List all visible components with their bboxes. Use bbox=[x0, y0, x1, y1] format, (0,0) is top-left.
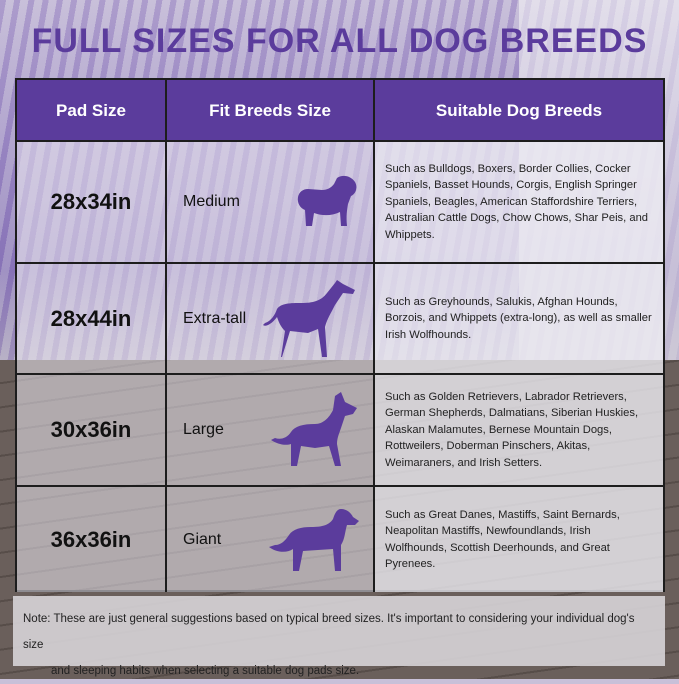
fit-size: Extra-tall bbox=[167, 264, 375, 373]
fit-label: Medium bbox=[183, 193, 240, 210]
table-header: Pad Size Fit Breeds Size Suitable Dog Br… bbox=[17, 80, 663, 142]
fit-size: Giant bbox=[167, 487, 375, 592]
table-row: 36x36in Giant Such as Great Danes, Masti… bbox=[17, 485, 663, 592]
table-row: 28x34in Medium Such as Bulldogs, Boxers,… bbox=[17, 140, 663, 262]
fit-label: Giant bbox=[183, 530, 222, 548]
header-suitable-breeds: Suitable Dog Breeds bbox=[435, 101, 603, 120]
pug-silhouette-icon bbox=[297, 175, 357, 226]
table-row: 28x44in Extra-tall Such as Greyhounds, S… bbox=[17, 262, 663, 373]
retriever-silhouette-icon bbox=[269, 508, 359, 571]
pad-size: 28x34in bbox=[17, 142, 167, 262]
breeds-description: Such as Great Danes, Mastiffs, Saint Ber… bbox=[375, 487, 663, 592]
fit-size: Large bbox=[167, 375, 375, 485]
note-line-2: and sleeping habits when selecting a sui… bbox=[51, 665, 360, 677]
shepherd-silhouette-icon bbox=[271, 392, 357, 466]
page-title: FULL SIZES FOR ALL DOG BREEDS bbox=[31, 22, 648, 60]
table-row: 30x36in Large Such as Golden Retrievers,… bbox=[17, 373, 663, 485]
note-line-1: Note: These are just general suggestions… bbox=[23, 613, 635, 651]
header-fit-breeds-size: Fit Breeds Size bbox=[167, 80, 375, 142]
breeds-description: Such as Greyhounds, Salukis, Afghan Houn… bbox=[375, 264, 663, 373]
note-box: Note: These are just general suggestions… bbox=[13, 596, 665, 677]
fit-label: Extra-tall bbox=[183, 309, 247, 327]
pad-size: 30x36in bbox=[17, 375, 167, 485]
breeds-description: Such as Bulldogs, Boxers, Border Collies… bbox=[375, 142, 663, 262]
fit-label: Large bbox=[183, 421, 224, 438]
breeds-description: Such as Golden Retrievers, Labrador Retr… bbox=[375, 375, 663, 485]
header-pad-size: Pad Size bbox=[17, 80, 167, 142]
greyhound-silhouette-icon bbox=[263, 279, 355, 357]
size-table: Pad Size Fit Breeds Size Suitable Dog Br… bbox=[15, 78, 665, 592]
fit-size: Medium bbox=[167, 142, 375, 262]
pad-size: 28x44in bbox=[17, 264, 167, 373]
pad-size: 36x36in bbox=[17, 487, 167, 592]
